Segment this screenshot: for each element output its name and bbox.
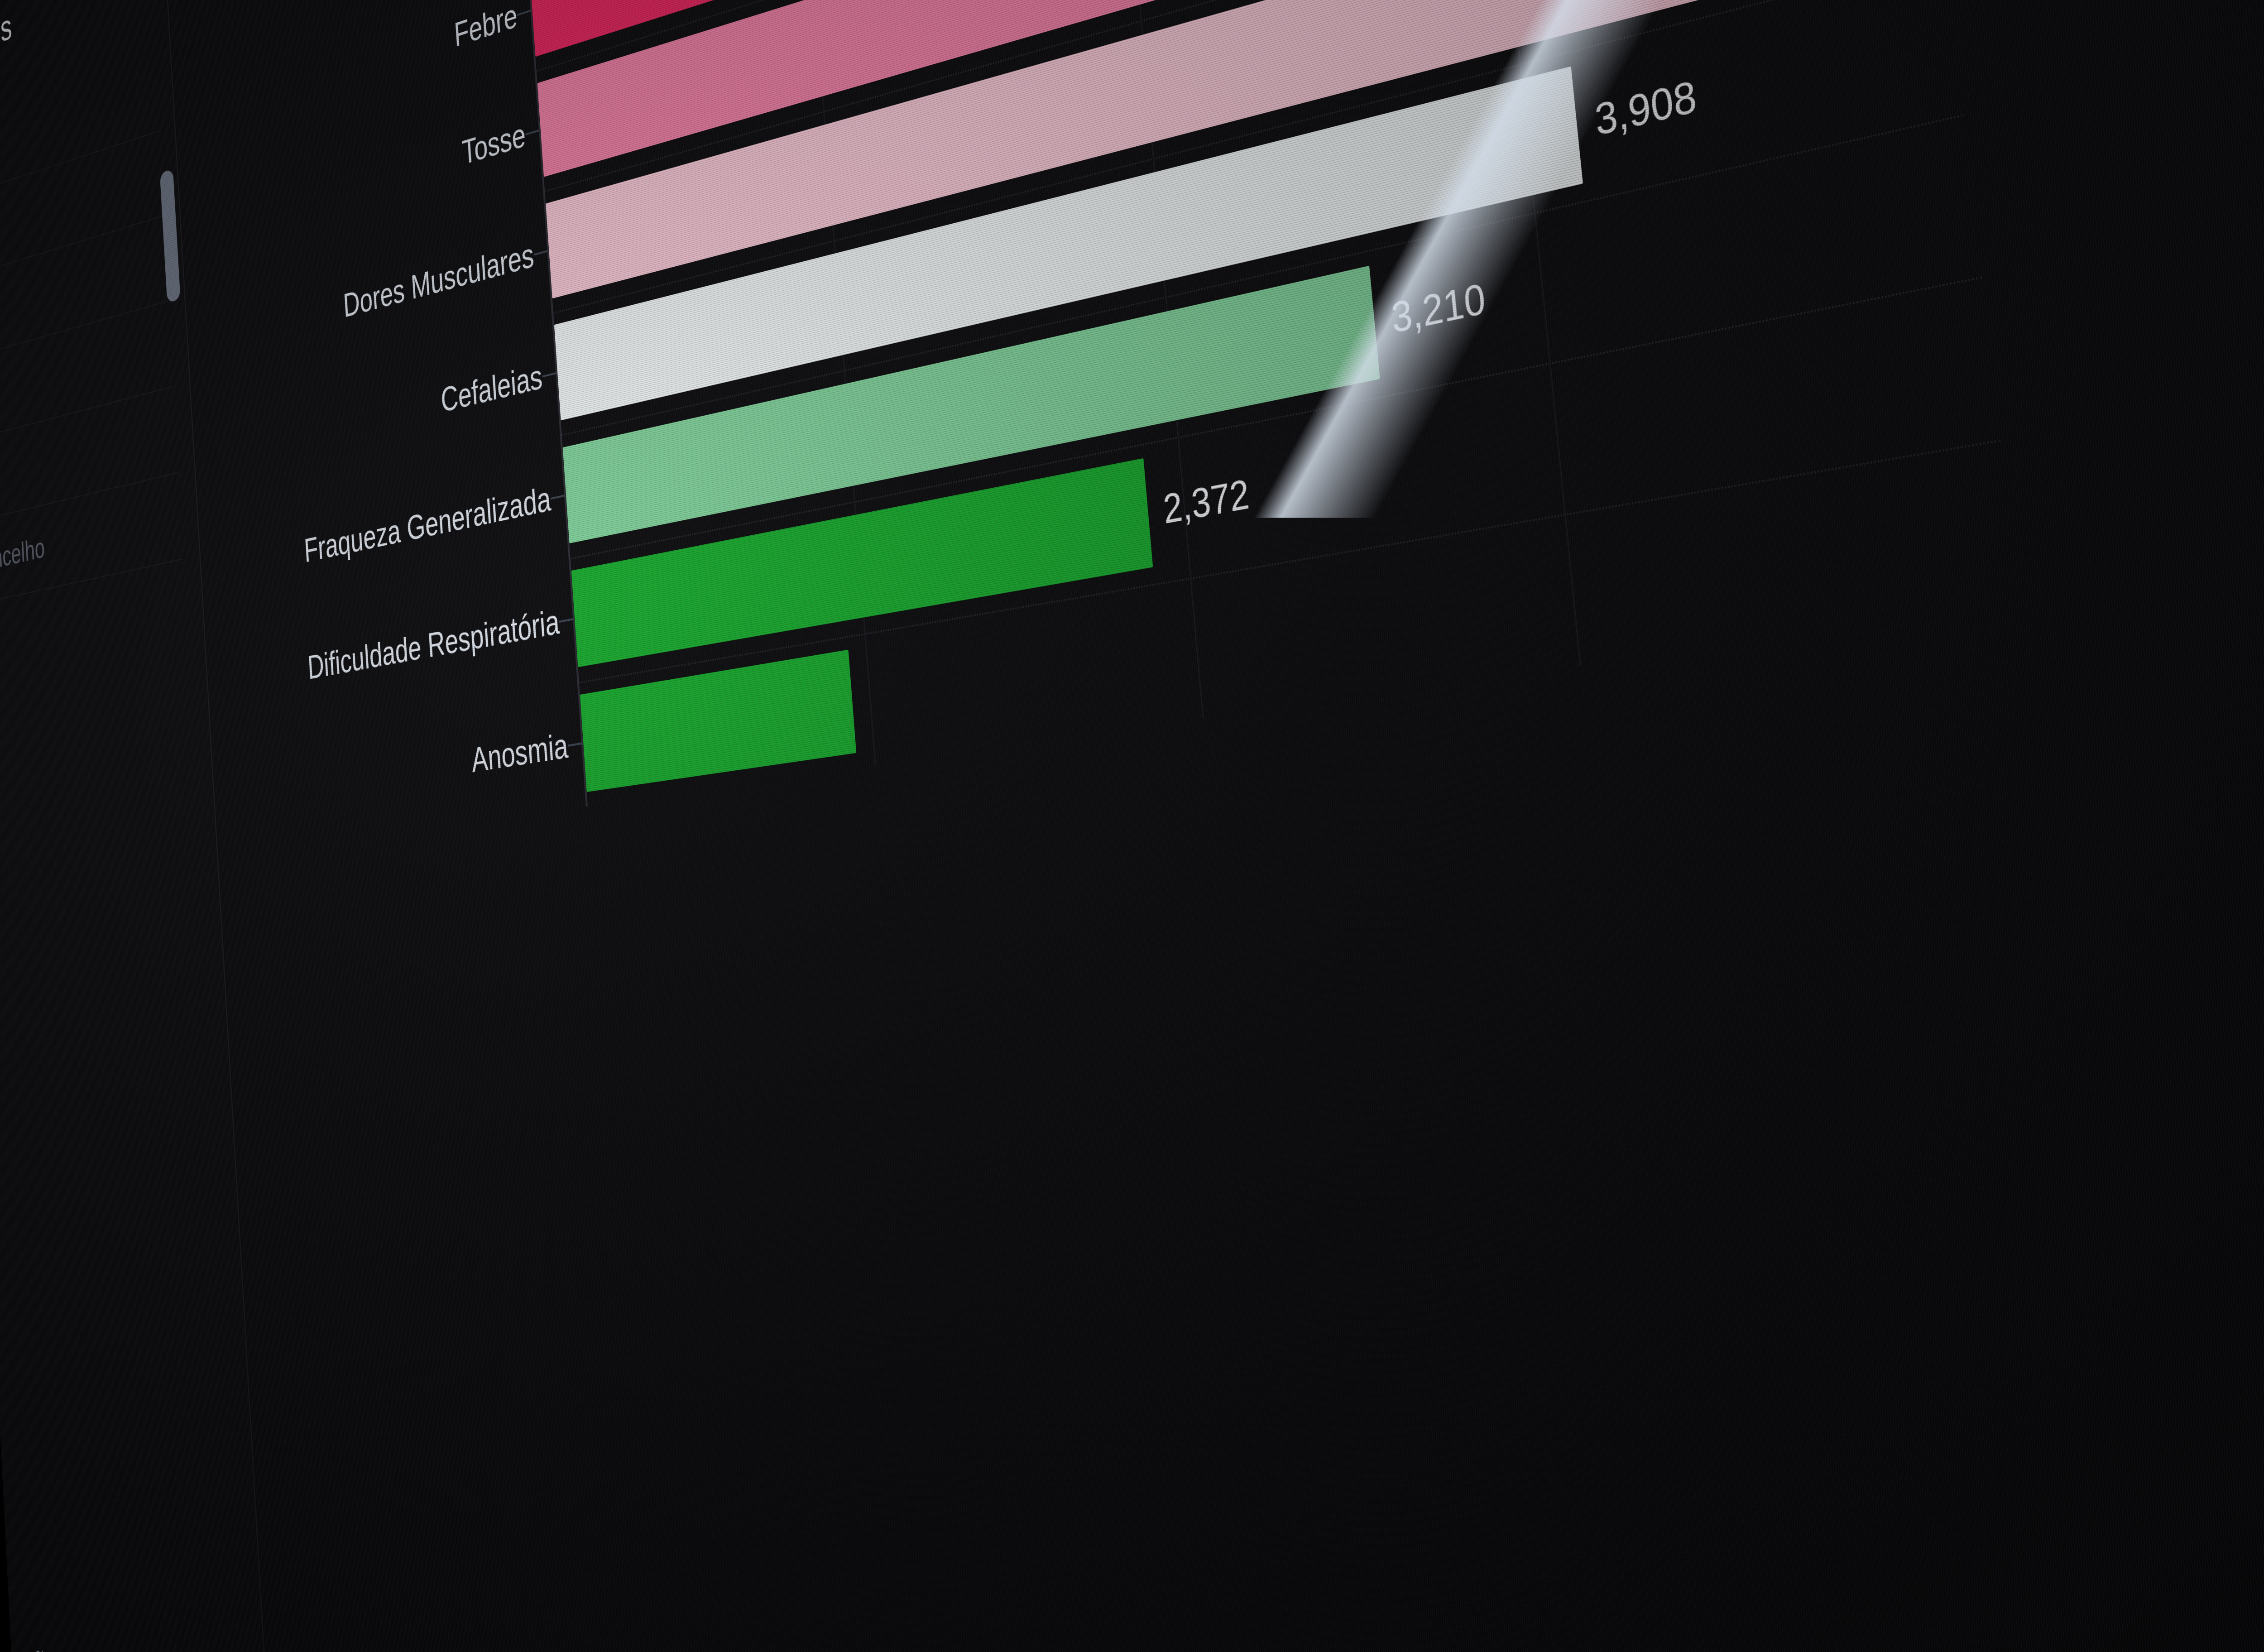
chart-plot-area: Febre4,280Tosse4,094Dores Musculares4,32… (526, 0, 2019, 807)
sidebar-item-label: Concelho (0, 531, 45, 580)
axis-tick (534, 250, 548, 256)
main-panel: Sintomas Registados Febre4,280Tosse4,094… (163, 0, 2264, 1652)
axis-tick (568, 743, 582, 747)
bar-category-label: Cefaleias (440, 357, 543, 420)
bar-category-label: Dores Musculares (342, 235, 535, 325)
axis-tick (517, 10, 531, 16)
bar-rows: Febre4,280Tosse4,094Dores Musculares4,32… (528, 0, 2019, 807)
bar-category-label: Fraqueza Generalizada (303, 479, 552, 570)
bar-value-label: 3,210 (1389, 274, 1487, 343)
screen: Confirmados Gaia ção (0, 0, 2264, 1652)
sidebar-list: Gaia ção Concelho (0, 48, 183, 605)
axis-tick (525, 130, 539, 135)
axis-tick (551, 495, 565, 499)
symptoms-bar-chart: Febre4,280Tosse4,094Dores Musculares4,32… (222, 0, 2019, 851)
monitor-stage: Confirmados Gaia ção (0, 0, 2264, 1652)
bar-value-label: 2,372 (1161, 470, 1251, 533)
bar-category-label: Febre (453, 0, 518, 55)
bar-category-label: Dificuldade Respiratória (307, 602, 561, 687)
bar-category-label: Tosse (461, 115, 527, 173)
axis-tick (542, 372, 556, 377)
bar-value-label: 3,908 (1592, 71, 1699, 146)
axis-tick (559, 618, 573, 623)
bar-category-label: Anosmia (470, 725, 569, 780)
